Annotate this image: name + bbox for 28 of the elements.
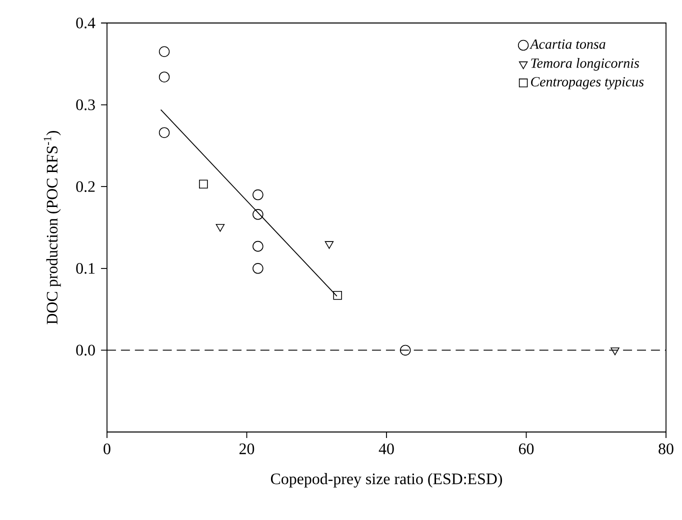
point	[158, 72, 170, 82]
y-tick-label: 0.0	[76, 344, 95, 356]
legend-label: Acartia tonsa	[530, 39, 606, 49]
point	[252, 189, 264, 200]
point	[252, 240, 264, 252]
point	[158, 46, 170, 58]
x-tick-label: 40	[378, 443, 394, 454]
point	[199, 180, 208, 189]
y-tick-label: 0.3	[76, 99, 95, 110]
y-tick-label: 0.1	[76, 262, 95, 274]
point	[252, 209, 264, 220]
x-tick-label: 60	[518, 443, 534, 454]
x-tick-label: 0	[104, 443, 110, 454]
point	[400, 344, 411, 356]
y-tick-label: 0.4	[76, 18, 96, 28]
point	[333, 291, 342, 300]
y-axis-title: DOC production (POC RFS$^{-1}$)	[44, 130, 61, 324]
x-tick-label: 80	[658, 443, 674, 454]
x-tick-label: 20	[239, 443, 254, 454]
point	[216, 224, 225, 232]
point	[158, 127, 170, 138]
point	[324, 241, 334, 249]
point	[252, 263, 264, 274]
y-tick-label: 0.2	[76, 181, 95, 192]
legend-label: Temora longicornis	[531, 58, 640, 71]
legend-label: Centropages typicus	[531, 77, 644, 90]
point	[610, 348, 620, 356]
x-axis-title: Copepod-prey size ratio (ESD:ESD)	[270, 473, 502, 488]
